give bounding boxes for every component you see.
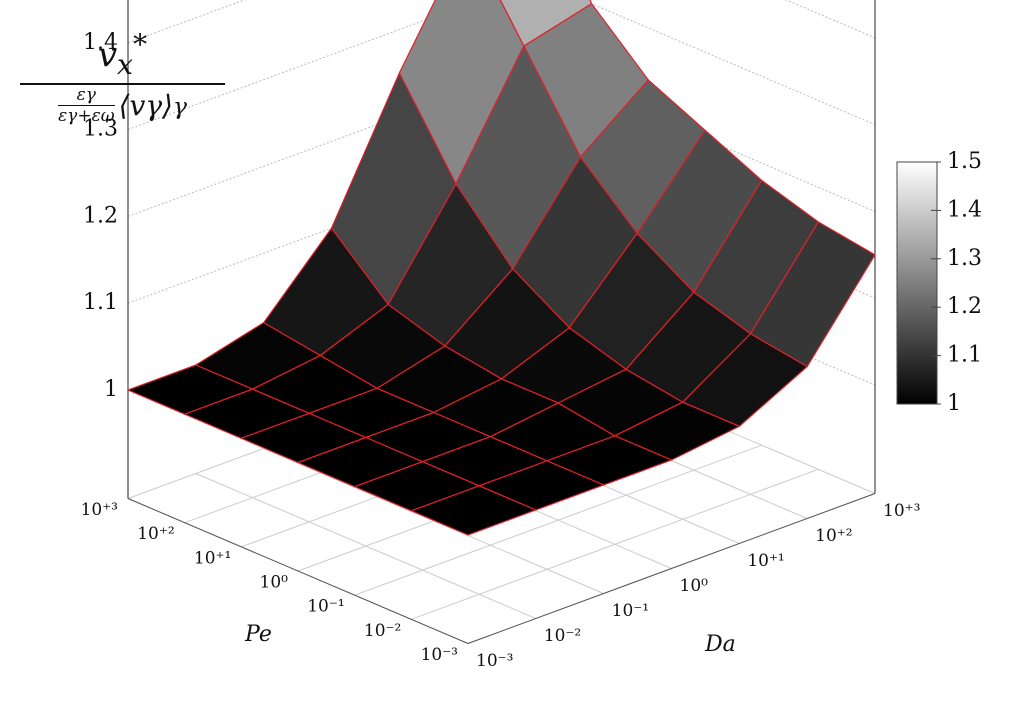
z-label-part: ⟨vγ⟩ bbox=[118, 89, 173, 123]
colorbar-tick-label: 1.2 bbox=[947, 294, 982, 319]
z-tick-label: 1.1 bbox=[83, 290, 118, 315]
box-edge bbox=[467, 493, 876, 644]
z-label-part: x bbox=[117, 48, 134, 82]
x-tick-label: 10⁰ bbox=[260, 573, 289, 593]
x-axis-title: Pe bbox=[244, 622, 272, 647]
x-tick-label: 10⁻¹ bbox=[307, 597, 344, 617]
x-tick-label: 10⁺³ bbox=[81, 500, 118, 520]
y-tick-label: 10⁻¹ bbox=[612, 601, 649, 621]
x-tick-label: 10⁻² bbox=[364, 621, 401, 641]
y-tick-label: 10⁺¹ bbox=[747, 551, 784, 571]
z-label-part: v bbox=[97, 35, 118, 76]
grid-line bbox=[785, 0, 876, 39]
z-label-part: εγ bbox=[58, 85, 115, 107]
colorbar-tick-label: 1.3 bbox=[947, 246, 982, 271]
z-label-part: εγ+εω bbox=[58, 106, 115, 127]
y-axis-title: Da bbox=[704, 632, 736, 657]
y-tick-label: 10⁻³ bbox=[476, 651, 513, 671]
z-label-part: * bbox=[133, 28, 148, 61]
y-tick-label: 10⁻² bbox=[544, 626, 581, 646]
colorbar bbox=[896, 161, 938, 405]
colorbar-tick-label: 1.5 bbox=[947, 149, 982, 174]
y-tick-label: 10⁰ bbox=[680, 576, 709, 596]
y-tick-label: 10⁺³ bbox=[883, 501, 920, 521]
colorbar-tick-label: 1 bbox=[947, 391, 961, 416]
grid-line bbox=[127, 0, 246, 44]
z-axis-title: vx* εγ εγ+εω ⟨vγ⟩ γ bbox=[20, 28, 225, 126]
z-tick-label: 1.2 bbox=[83, 203, 118, 228]
z-label-part: γ bbox=[172, 91, 187, 120]
x-tick-label: 10⁺² bbox=[137, 524, 174, 544]
z-tick-label: 1.4 bbox=[83, 30, 118, 55]
z-tick-label: 1 bbox=[104, 377, 118, 402]
z-tick-label: 1.3 bbox=[83, 117, 118, 142]
colorbar-tick-label: 1.1 bbox=[947, 343, 982, 368]
x-tick-label: 10⁻³ bbox=[421, 645, 458, 665]
y-tick-label: 10⁺² bbox=[815, 526, 852, 546]
x-tick-label: 10⁺¹ bbox=[194, 548, 231, 568]
box-edge bbox=[127, 498, 469, 644]
colorbar-tick-label: 1.4 bbox=[947, 197, 982, 222]
surface-cell bbox=[409, 485, 538, 536]
floor-grid-line bbox=[195, 473, 537, 619]
